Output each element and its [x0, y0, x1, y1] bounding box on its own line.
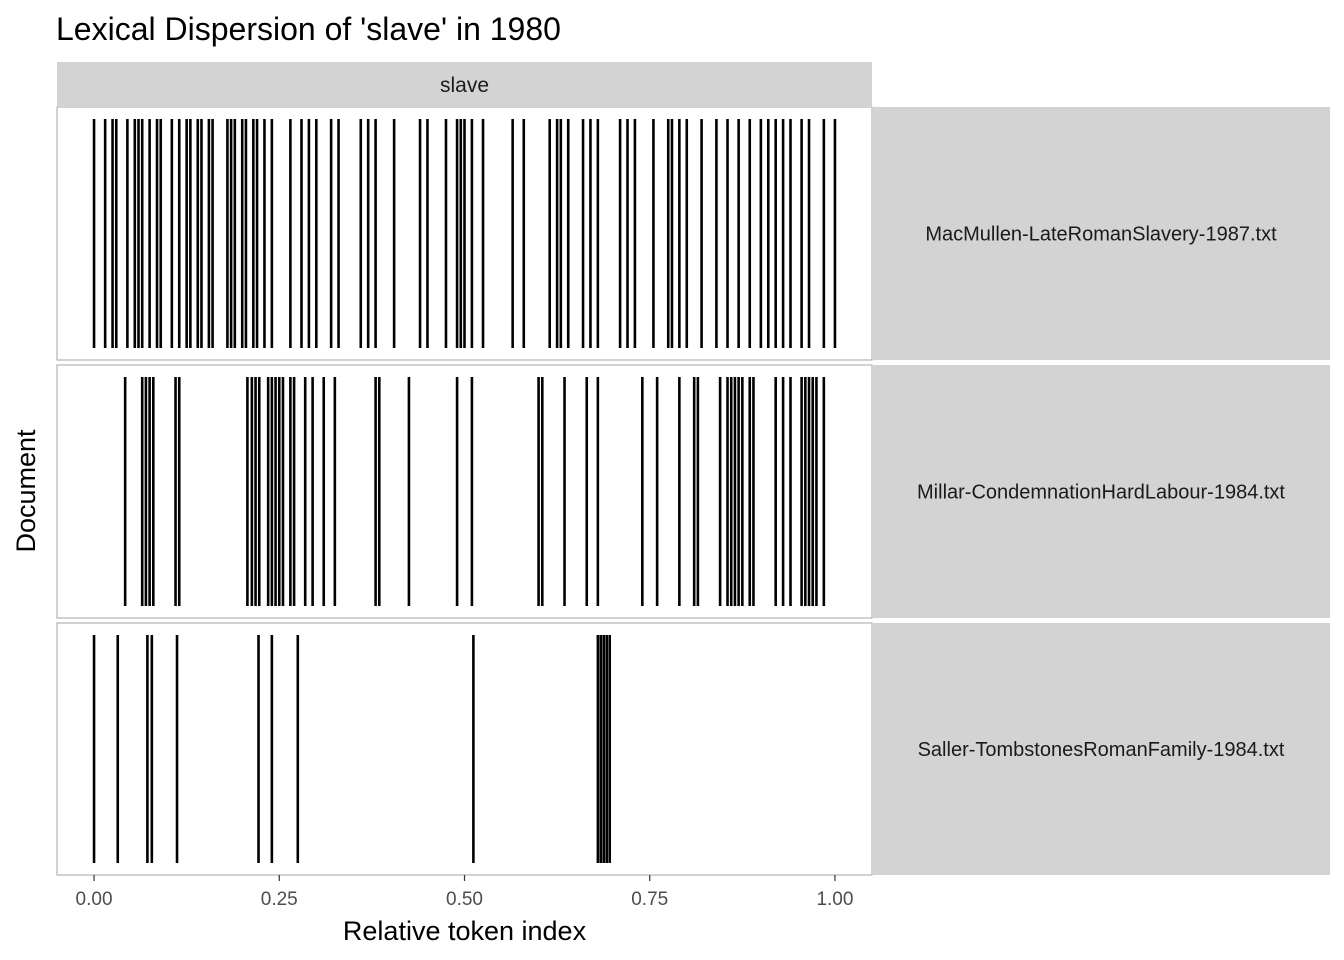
panel-background [56, 622, 873, 876]
x-tick-label: 0.00 [76, 889, 113, 910]
document-strip [872, 107, 1330, 360]
x-tick-label: 0.50 [446, 889, 483, 910]
y-axis-title: Document [11, 429, 41, 553]
document-panel: Millar-CondemnationHardLabour-1984.txt [56, 364, 1330, 619]
x-axis: 0.00 0.25 0.50 0.75 1.00 [76, 875, 853, 910]
document-panel: Saller-TombstonesRomanFamily-1984.txt [56, 622, 1330, 876]
x-axis-title: Relative token index [343, 916, 587, 946]
document-label: Saller-TombstonesRomanFamily-1984.txt [918, 739, 1285, 761]
chart-title: Lexical Dispersion of 'slave' in 1980 [56, 11, 561, 47]
facet-strip: slave [57, 62, 872, 106]
document-strip [872, 365, 1330, 618]
x-tick-label: 0.25 [261, 889, 298, 910]
facet-strip-label: slave [440, 74, 489, 97]
panels: MacMullen-LateRomanSlavery-1987.txt Milla… [56, 106, 1330, 876]
facet-strip-background [57, 62, 872, 106]
document-label: MacMullen-LateRomanSlavery-1987.txt [925, 224, 1277, 246]
x-tick-label: 0.75 [631, 889, 668, 910]
document-label: Millar-CondemnationHardLabour-1984.txt [917, 482, 1285, 504]
x-tick-label: 1.00 [816, 889, 853, 910]
document-panel: MacMullen-LateRomanSlavery-1987.txt [56, 106, 1330, 361]
document-strip [872, 623, 1330, 875]
